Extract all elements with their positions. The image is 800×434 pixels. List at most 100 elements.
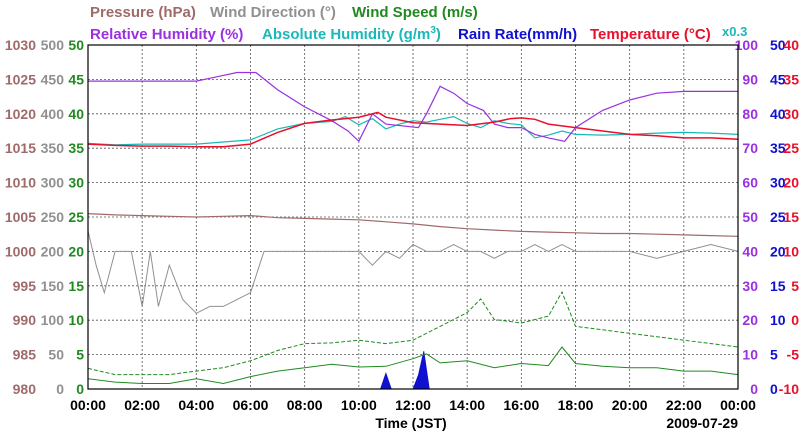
y-tick-relative-humidity: 30 [742,278,758,294]
y-tick-wind-direction: 150 [41,278,65,294]
x-tick-label: 14:00 [449,397,485,413]
y-tick-temperature: 30 [783,106,799,122]
y-tick-pressure: 1005 [5,209,36,225]
pressure-line [87,213,739,237]
grid [88,45,738,389]
x-tick-label: 00:00 [70,397,106,413]
y-tick-pressure: 980 [13,381,37,397]
y-tick-temperature: 0 [791,312,799,328]
wind-direction-line [87,230,739,314]
x-tick-label: 12:00 [395,397,431,413]
x-axis-label: Time (JST) [375,415,446,431]
y-tick-temperature: 25 [783,140,799,156]
y-tick-rain-rate: 15 [770,278,786,294]
y-tick-pressure: 995 [13,278,37,294]
x-tick-label: 02:00 [124,397,160,413]
y-tick-temperature: -10 [779,381,799,397]
x-tick-label: 06:00 [233,397,269,413]
y-tick-rain-rate: 0 [770,381,778,397]
x-tick-label: 22:00 [666,397,702,413]
legend-absolute-humidity: Absolute Humidity (g/m3) [262,25,441,43]
y-tick-wind-speed: 15 [68,278,84,294]
y-tick-temperature: 10 [783,243,799,259]
y-tick-temperature: 20 [783,175,799,191]
y-tick-pressure: 1015 [5,140,36,156]
x-tick-label: 16:00 [503,397,539,413]
y-tick-rain-rate: 40 [770,106,786,122]
y-tick-wind-speed: 20 [68,243,84,259]
y-tick-wind-speed: 25 [68,209,84,225]
y-tick-wind-speed: 0 [76,381,84,397]
y-tick-rain-rate: 45 [770,71,786,87]
y-tick-rain-rate: 10 [770,312,786,328]
y-tick-rain-rate: 35 [770,140,786,156]
y-tick-wind-speed: 10 [68,312,84,328]
y-tick-wind-direction: 50 [48,347,64,363]
y-tick-relative-humidity: 50 [742,209,758,225]
legend-wind-speed: Wind Speed (m/s) [352,4,478,21]
y-tick-wind-direction: 200 [41,243,65,259]
y-tick-wind-speed: 30 [68,175,84,191]
x-tick-label: 18:00 [558,397,594,413]
y-tick-pressure: 1025 [5,71,36,87]
temperature-line [87,111,739,148]
legend-rain-rate: Rain Rate(mm/h) [458,26,577,43]
x-tick-label: 10:00 [341,397,377,413]
y-tick-temperature: 5 [791,278,799,294]
x-tick-labels: 00:00 02:00 04:00 06:00 08:00 10:00 12:00 14:00… [70,397,756,413]
y-tick-relative-humidity: 40 [742,243,758,259]
y-tick-pressure: 985 [13,347,37,363]
legend-wind-direction: Wind Direction (°) [210,4,336,21]
y-tick-wind-direction: 350 [41,140,65,156]
y-tick-relative-humidity: 80 [742,106,758,122]
relative-humidity-line [88,71,738,143]
x-tick-label: 20:00 [612,397,648,413]
y-tick-wind-speed: 50 [68,37,84,53]
y-tick-wind-speed: 40 [68,106,84,122]
y-tick-temperature: 15 [783,209,799,225]
legend-relative-humidity: Relative Humidity (%) [90,26,243,43]
y-tick-pressure: 1030 [5,37,36,53]
y-tick-relative-humidity: 90 [742,71,758,87]
y-tick-relative-humidity: 60 [742,175,758,191]
y-tick-rain-rate: 20 [770,243,786,259]
y-tick-wind-direction: 250 [41,209,65,225]
y-tick-temperature: -5 [787,347,800,363]
x-tick-label: 00:00 [720,397,756,413]
legend-pressure: Pressure (hPa) [90,4,196,21]
legend-abs-hum-scale: x0.3 [722,24,747,39]
y-tick-wind-direction: 450 [41,71,65,87]
plot-frame [87,44,739,390]
y-tick-relative-humidity: 100 [735,37,759,53]
y-tick-wind-speed: 5 [76,347,84,363]
wind-speed-gust-line [87,290,739,376]
y-tick-rain-rate: 5 [770,347,778,363]
y-tick-temperature: 40 [783,37,799,53]
y-tick-relative-humidity: 20 [742,312,758,328]
wind-speed-mean-line [87,346,739,385]
y-tick-pressure: 1000 [5,243,36,259]
y-tick-pressure: 990 [13,312,37,328]
y-tick-relative-humidity: 10 [742,347,758,363]
y-tick-wind-direction: 0 [56,381,64,397]
y-tick-rain-rate: 50 [770,37,786,53]
y-tick-wind-speed: 45 [68,71,84,87]
y-tick-relative-humidity: 0 [750,381,758,397]
series-layer [87,71,739,390]
x-tick-label: 04:00 [178,397,214,413]
y-tick-temperature: 35 [783,71,799,87]
y-tick-wind-direction: 400 [41,106,65,122]
y-tick-labels: 1030102510201015101010051000995990985980… [5,37,799,397]
y-tick-wind-direction: 100 [41,312,65,328]
y-tick-pressure: 1010 [5,175,36,191]
y-tick-relative-humidity: 70 [742,140,758,156]
y-tick-rain-rate: 25 [770,209,786,225]
x-tick-label: 08:00 [287,397,323,413]
legend-temperature: Temperature (°C) [590,26,711,43]
y-tick-pressure: 1020 [5,106,36,122]
date-label: 2009-07-29 [666,415,738,431]
absolute-humidity-line [87,115,739,146]
y-tick-wind-speed: 35 [68,140,84,156]
y-tick-wind-direction: 500 [41,37,65,53]
